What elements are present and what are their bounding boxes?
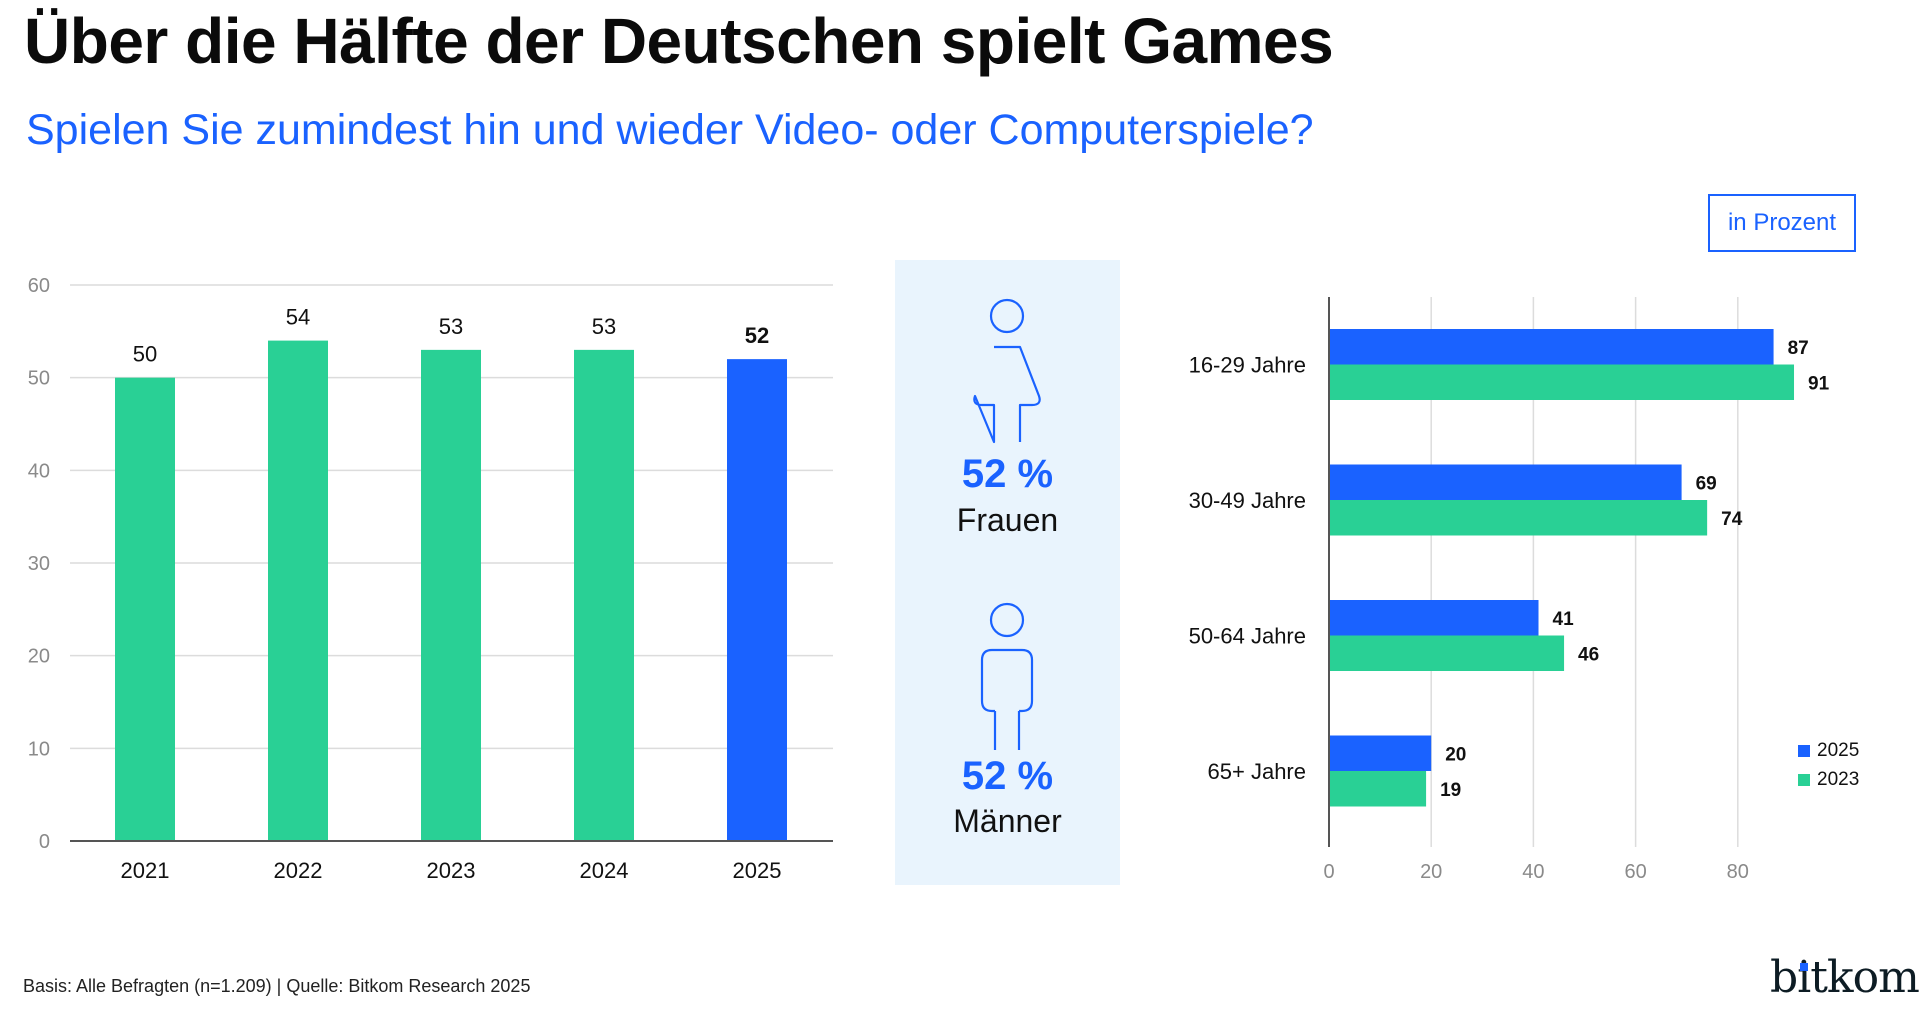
legend-item-2023: 2023 — [1798, 769, 1859, 791]
bar — [421, 349, 481, 841]
bar-value-label: 19 — [1440, 780, 1461, 801]
y-tick-label: 50 — [28, 368, 50, 390]
bar-value-label: 41 — [1553, 609, 1575, 630]
bar — [268, 340, 328, 841]
bar-2025 — [1329, 329, 1774, 365]
x-tick-label: 20 — [1420, 861, 1442, 883]
y-tick-label: 40 — [28, 460, 50, 482]
bar-value-label: 74 — [1721, 509, 1743, 530]
category-label: 16-29 Jahre — [1189, 353, 1306, 378]
female-person-icon — [973, 298, 1041, 444]
y-tick-label: 60 — [28, 275, 50, 297]
bar-2023 — [1329, 635, 1565, 671]
bar-2025 — [1329, 735, 1432, 771]
men-label: Männer — [953, 803, 1062, 839]
x-tick-label: 2021 — [121, 858, 170, 883]
category-label: 30-49 Jahre — [1189, 488, 1306, 513]
bar-2023 — [1329, 500, 1708, 536]
bar-value-label: 53 — [439, 314, 463, 339]
category-label: 65+ Jahre — [1208, 759, 1306, 784]
x-tick-label: 2023 — [427, 858, 476, 883]
page-subtitle: Spielen Sie zumindest hin und wieder Vid… — [26, 106, 1314, 154]
male-person-icon — [980, 602, 1034, 750]
legend-label-2025: 2025 — [1817, 740, 1860, 761]
x-tick-label: 2022 — [274, 858, 323, 883]
x-tick-label: 2025 — [733, 858, 782, 883]
bar — [574, 349, 634, 841]
y-tick-label: 0 — [39, 831, 50, 853]
gender-panel — [895, 260, 1120, 885]
bar — [727, 359, 787, 841]
women-percentage: 52 % — [961, 452, 1054, 496]
yearly-bar-chart: 0 10 20 30 40 50 60 50 2021 54 2022 53 2023 53 2024 52 2… — [28, 275, 833, 883]
x-tick-label: 0 — [1323, 861, 1334, 883]
y-tick-label: 30 — [28, 553, 50, 575]
source-footnote: Basis: Alle Befragten (n=1.209) | Quelle… — [23, 976, 531, 996]
x-tick-label: 60 — [1624, 861, 1646, 883]
bar-2023 — [1329, 771, 1427, 807]
bar-value-label: 20 — [1445, 744, 1466, 765]
bar-value-label: 53 — [592, 314, 616, 339]
bar-value-label: 52 — [745, 323, 769, 348]
bar-2025 — [1329, 600, 1539, 636]
bar-value-label: 91 — [1808, 373, 1830, 394]
category-label: 50-64 Jahre — [1189, 624, 1306, 649]
bar-value-label: 87 — [1788, 338, 1809, 359]
bar-2025 — [1329, 464, 1682, 500]
legend-label-2023: 2023 — [1817, 769, 1860, 790]
y-tick-label: 10 — [28, 738, 50, 760]
bar — [115, 377, 175, 841]
x-tick-label: 2024 — [580, 858, 629, 883]
women-label: Frauen — [956, 502, 1059, 538]
bitkom-logo: bitkom — [1770, 952, 1920, 1003]
x-tick-label: 40 — [1522, 861, 1544, 883]
bar-value-label: 54 — [286, 305, 310, 330]
x-tick-label: 80 — [1727, 861, 1749, 883]
bar-2023 — [1329, 364, 1795, 400]
legend-item-2025: 2025 — [1798, 740, 1859, 762]
y-tick-label: 20 — [28, 646, 50, 668]
page-title: Über die Hälfte der Deutschen spielt Gam… — [24, 5, 1334, 77]
legend-swatch-2025 — [1798, 745, 1810, 757]
unit-label: in Prozent — [1708, 194, 1856, 252]
bar-value-label: 69 — [1696, 473, 1717, 494]
logo-dot — [1800, 963, 1808, 971]
men-percentage: 52 % — [961, 754, 1054, 798]
bar-value-label: 46 — [1578, 644, 1599, 665]
legend-swatch-2023 — [1798, 774, 1810, 786]
bar-value-label: 50 — [133, 342, 157, 367]
